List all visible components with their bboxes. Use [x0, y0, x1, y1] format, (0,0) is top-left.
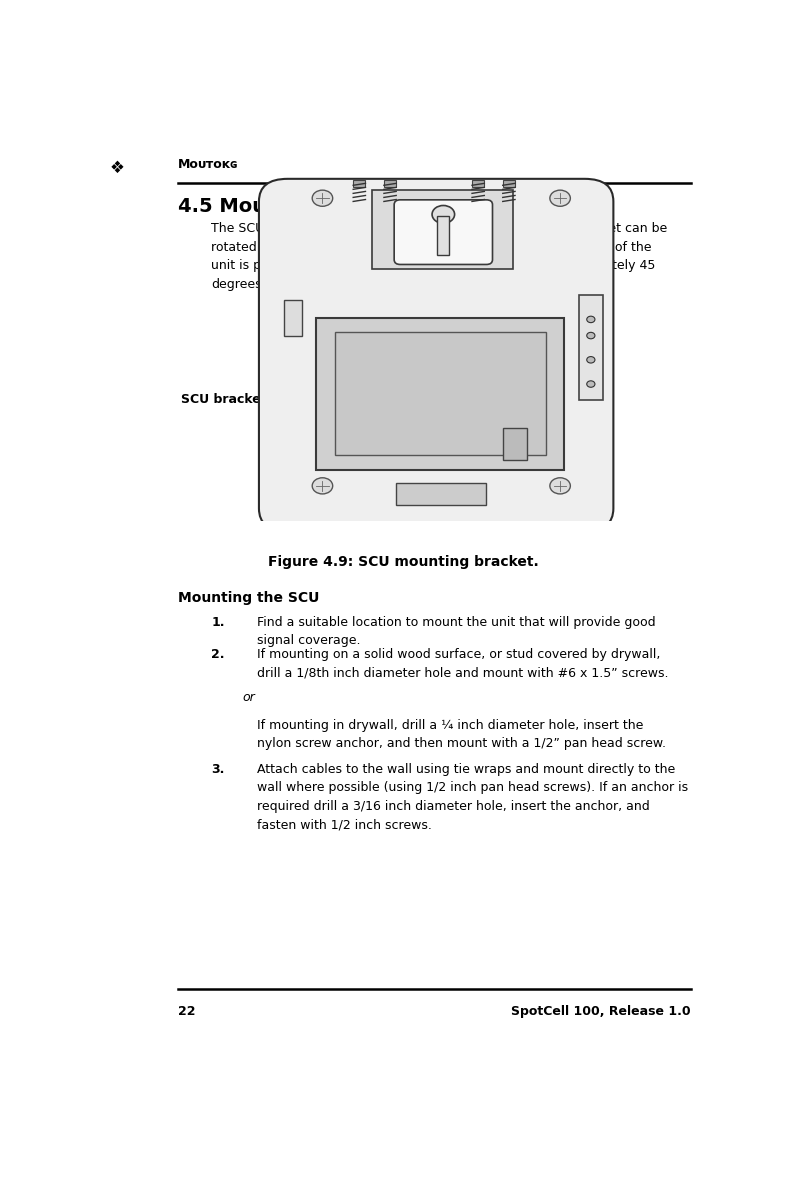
Text: Mounting the SCU: Mounting the SCU — [178, 591, 319, 606]
Text: 3.: 3. — [211, 763, 225, 776]
Text: 4.5 Mounting the SCU: 4.5 Mounting the SCU — [178, 197, 418, 216]
Circle shape — [587, 316, 595, 322]
Bar — [384, 180, 396, 187]
Circle shape — [550, 190, 571, 206]
Text: or: or — [242, 692, 255, 705]
Text: Mᴏᴜᴛᴏᴋɢ: Mᴏᴜᴛᴏᴋɢ — [178, 158, 239, 171]
Text: Attach cables to the wall using tie wraps and mount directly to the
wall where p: Attach cables to the wall using tie wrap… — [257, 763, 689, 831]
FancyBboxPatch shape — [394, 200, 492, 264]
Circle shape — [587, 357, 595, 363]
Bar — [503, 180, 515, 187]
Text: ❖: ❖ — [110, 159, 125, 177]
Text: If mounting on a solid wood surface, or stud covered by drywall,
drill a 1/8th i: If mounting on a solid wood surface, or … — [257, 648, 669, 679]
Circle shape — [432, 205, 455, 223]
FancyBboxPatch shape — [316, 318, 564, 469]
Text: 1.: 1. — [211, 616, 225, 629]
Text: The SCU has a bracket attached as illustrated below. The bracket can be
rotated : The SCU has a bracket attached as illust… — [211, 223, 667, 292]
Bar — [472, 180, 485, 187]
Bar — [284, 300, 302, 335]
FancyBboxPatch shape — [335, 332, 546, 455]
Circle shape — [587, 332, 595, 339]
Bar — [353, 180, 366, 187]
Circle shape — [550, 478, 571, 494]
Circle shape — [312, 478, 333, 494]
Text: SpotCell 100, Release 1.0: SpotCell 100, Release 1.0 — [511, 1005, 691, 1018]
Text: Figure 4.9: SCU mounting bracket.: Figure 4.9: SCU mounting bracket. — [269, 555, 539, 569]
FancyBboxPatch shape — [259, 179, 613, 531]
FancyBboxPatch shape — [372, 190, 513, 269]
Bar — [437, 216, 449, 255]
Text: Find a suitable location to mount the unit that will provide good
signal coverag: Find a suitable location to mount the un… — [257, 616, 656, 647]
Text: If mounting in drywall, drill a ¼ inch diameter hole, insert the
nylon screw anc: If mounting in drywall, drill a ¼ inch d… — [257, 719, 667, 750]
Bar — [578, 295, 603, 401]
Circle shape — [312, 190, 333, 206]
Text: 22: 22 — [178, 1005, 195, 1018]
Text: SCU bracket: SCU bracket — [181, 393, 347, 406]
Bar — [396, 482, 486, 505]
Bar — [503, 428, 527, 460]
Circle shape — [587, 380, 595, 387]
Text: 2.: 2. — [211, 648, 225, 661]
